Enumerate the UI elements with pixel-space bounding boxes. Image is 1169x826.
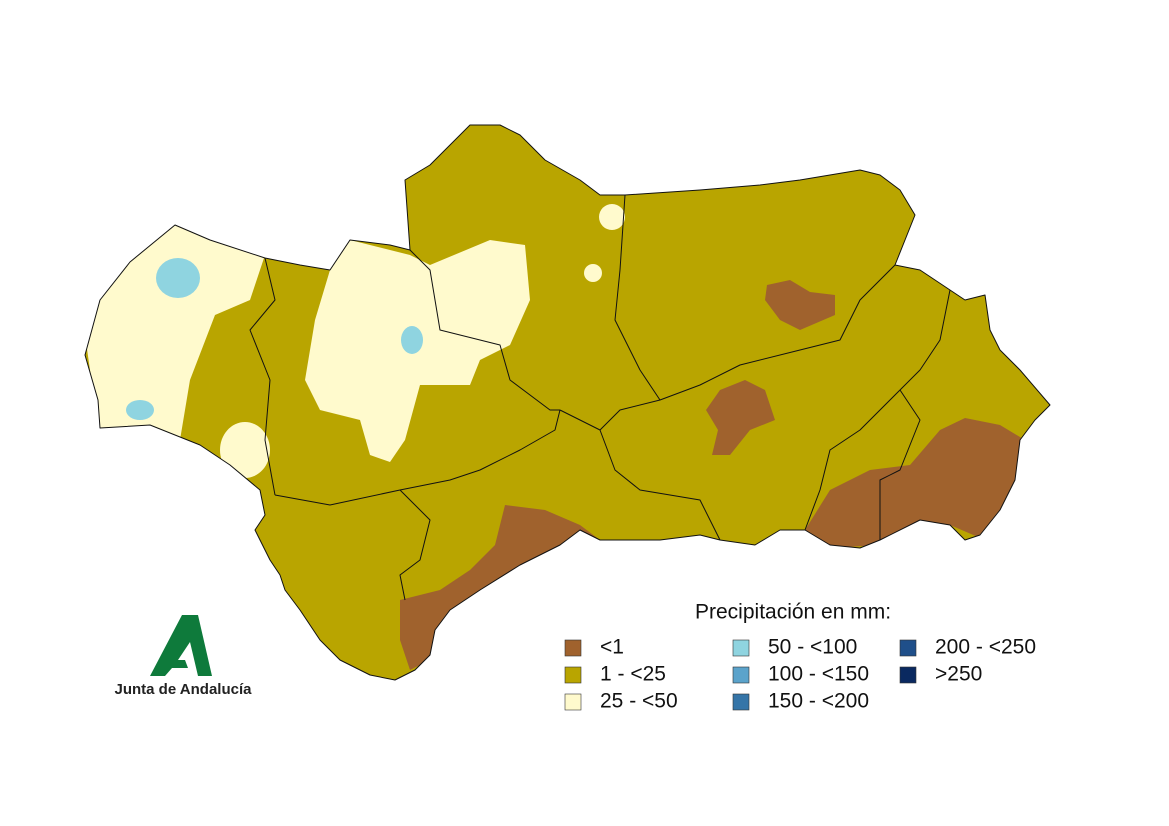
legend-label: 25 - <50 — [600, 690, 678, 713]
legend-label: <1 — [600, 636, 624, 659]
logo: Junta de Andalucía — [115, 615, 253, 698]
zone-brown — [805, 418, 1025, 548]
legend-label: 150 - <200 — [768, 690, 869, 713]
zone-light — [220, 422, 270, 478]
legend-label: >250 — [935, 663, 982, 686]
region-map — [84, 124, 1051, 681]
logo-text: Junta de Andalucía — [115, 681, 253, 698]
zone-blue — [401, 326, 423, 354]
legend-swatch — [899, 666, 917, 684]
province-borders — [249, 194, 951, 601]
base-area — [85, 125, 1050, 680]
legend-swatch — [732, 666, 750, 684]
zone-blue — [156, 258, 200, 298]
legend-label: 50 - <100 — [768, 636, 857, 659]
legend-swatch — [564, 666, 582, 684]
legend-swatch — [564, 693, 582, 711]
legend-swatch — [564, 639, 582, 657]
legend-label: 200 - <250 — [935, 636, 1036, 659]
logo-mark — [150, 615, 212, 676]
legend: Precipitación en mm: <1 1 - <25 25 - <50 50… — [564, 601, 1036, 713]
zone-brown — [706, 380, 775, 455]
zone-light — [584, 264, 602, 282]
zone-brown — [765, 280, 835, 330]
zone-light — [599, 204, 625, 230]
legend-label: 1 - <25 — [600, 663, 666, 686]
legend-label: 100 - <150 — [768, 663, 869, 686]
legend-swatch — [732, 639, 750, 657]
zone-blue — [126, 400, 154, 420]
zone-brown — [400, 505, 600, 670]
precip-zones — [85, 204, 1025, 670]
legend-title: Precipitación en mm: — [695, 601, 891, 624]
zone-light — [85, 220, 265, 440]
legend-swatch — [732, 693, 750, 711]
legend-swatch — [899, 639, 917, 657]
